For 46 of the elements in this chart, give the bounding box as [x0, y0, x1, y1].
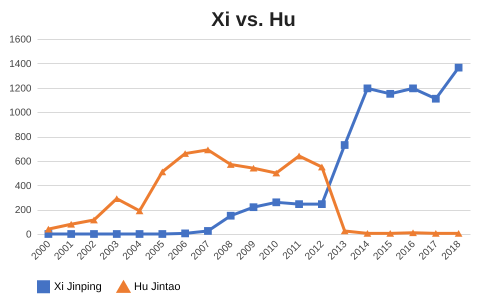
point	[272, 170, 280, 176]
point	[454, 230, 462, 237]
point	[250, 164, 258, 172]
point	[136, 230, 144, 238]
point	[432, 230, 440, 237]
point	[386, 90, 394, 98]
y-tick-label: 400	[14, 180, 32, 192]
y-tick-label: 1400	[9, 58, 32, 70]
point	[318, 200, 326, 208]
point	[158, 230, 166, 238]
point	[204, 146, 212, 154]
point	[340, 141, 349, 149]
point	[44, 226, 52, 232]
legend-label: Hu Jintao	[134, 281, 180, 294]
y-tick-label: 1200	[9, 83, 32, 94]
point	[90, 216, 98, 224]
y-tick-label: 800	[14, 132, 32, 143]
point	[67, 230, 76, 238]
point	[340, 228, 349, 234]
point	[181, 230, 190, 238]
point	[136, 207, 144, 214]
point	[204, 227, 212, 235]
chart-title: Xi vs. Hu	[211, 9, 296, 31]
y-tick-label: 1600	[9, 34, 32, 46]
point	[226, 161, 235, 168]
point	[432, 94, 440, 103]
y-tick-label: 200	[14, 205, 32, 216]
y-tick-label: 600	[14, 156, 32, 168]
point	[90, 230, 98, 238]
point	[409, 229, 417, 236]
y-tick-label: 1000	[9, 108, 32, 119]
point	[272, 198, 280, 206]
point	[158, 168, 166, 176]
point	[67, 220, 76, 228]
point	[364, 230, 372, 237]
point	[409, 84, 417, 92]
point	[386, 230, 394, 237]
point	[364, 84, 372, 92]
y-tick-label: 0	[26, 230, 32, 240]
point	[318, 164, 326, 170]
point	[226, 212, 235, 220]
point	[454, 64, 462, 72]
legend-label: Xi Jinping	[54, 280, 102, 293]
point	[250, 203, 258, 212]
point	[112, 230, 121, 238]
point	[295, 200, 303, 208]
